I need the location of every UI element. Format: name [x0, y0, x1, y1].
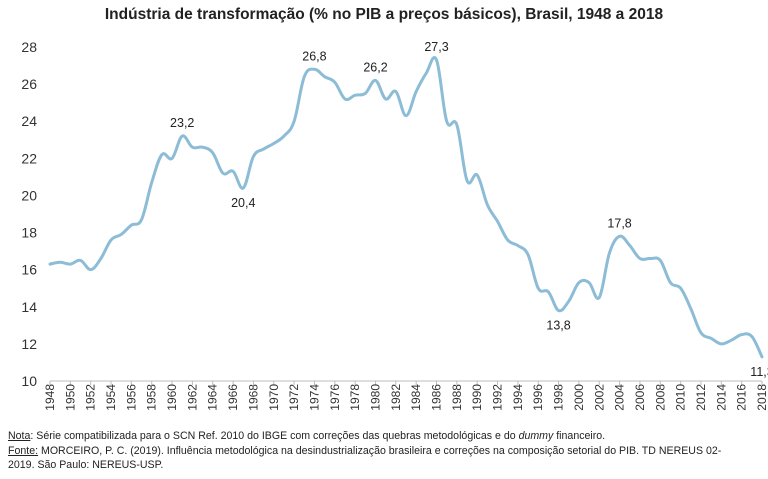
x-tick-label: 1990 — [470, 384, 484, 411]
x-tick-label: 1998 — [552, 384, 566, 411]
data-labels: 23,2 20,4 26,8 26,2 27,3 13,8 17,8 11,3 — [170, 40, 768, 379]
x-tick-label: 1950 — [63, 384, 77, 411]
x-tick-label: 2010 — [674, 384, 688, 411]
data-label: 27,3 — [424, 40, 448, 54]
note-line: Nota: Série compatibilizada para o SCN R… — [8, 429, 760, 444]
y-tick-label: 14 — [21, 299, 37, 315]
data-label: 20,4 — [231, 196, 255, 210]
x-tick-label: 2008 — [653, 384, 667, 411]
x-tick-label: 1982 — [389, 384, 403, 411]
x-tick-label: 2004 — [613, 384, 627, 411]
y-tick-label: 16 — [21, 262, 37, 278]
x-tick-label: 1966 — [226, 384, 240, 411]
x-tick-label: 1984 — [409, 384, 423, 411]
x-tick-label: 1952 — [84, 384, 98, 411]
note-text-2: financeiro. — [553, 430, 606, 442]
note-label: Nota — [8, 430, 31, 442]
x-tick-label: 1988 — [450, 384, 464, 411]
x-tick-label: 1994 — [511, 384, 525, 411]
y-tick-label: 28 — [21, 39, 37, 55]
source-text-2: 2019. São Paulo: NEREUS-USP. — [8, 459, 164, 471]
y-tick-label: 24 — [21, 113, 37, 129]
x-tick-label: 1972 — [287, 384, 301, 411]
line-chart: 10 12 14 16 18 20 22 24 26 28 1948 1950 1952 1954 195… — [21, 39, 768, 411]
series-group — [48, 56, 764, 359]
x-tick-label: 2000 — [572, 384, 586, 411]
data-label: 26,8 — [302, 49, 326, 63]
x-tick-label: 1948 — [43, 384, 57, 411]
source-label: Fonte: — [8, 444, 39, 457]
y-tick-label: 18 — [21, 225, 37, 241]
x-tick-label: 2002 — [592, 384, 606, 411]
series-line — [48, 56, 764, 359]
source-line: Fonte: MORCEIRO, P. C. (2019). Influênci… — [8, 444, 760, 459]
x-tick-label: 2006 — [633, 384, 647, 411]
footnotes: Nota: Série compatibilizada para o SCN R… — [8, 429, 760, 473]
data-label: 11,3 — [750, 365, 768, 379]
data-label: 26,2 — [363, 60, 387, 74]
x-tick-label: 1958 — [145, 384, 159, 411]
x-tick-label: 1954 — [104, 384, 118, 411]
y-tick-label: 22 — [21, 150, 37, 166]
x-tick-label: 1964 — [206, 384, 220, 411]
x-tick-label: 1962 — [185, 384, 199, 411]
chart-title: Indústria de transformação (% no PIB a p… — [104, 6, 664, 23]
data-label: 17,8 — [607, 216, 631, 230]
source-text-1: MORCEIRO, P. C. (2019). Influência metod… — [38, 444, 722, 457]
y-tick-label: 12 — [21, 336, 37, 352]
x-tick-label: 2016 — [735, 384, 749, 411]
data-label: 23,2 — [170, 116, 194, 130]
x-tick-label: 1956 — [124, 384, 138, 411]
x-tick-label: 1996 — [531, 384, 545, 411]
x-tick-label: 1974 — [307, 384, 321, 411]
y-tick-label: 10 — [21, 373, 37, 389]
y-tick-label: 26 — [21, 76, 37, 92]
data-label: 13,8 — [546, 318, 570, 332]
x-tick-label: 1970 — [267, 384, 281, 411]
x-tick-label: 1978 — [348, 384, 362, 411]
x-tick-label: 1986 — [430, 384, 444, 411]
x-axis-ticks: 1948 1950 1952 1954 1956 1958 1960 1962 1964 1966… — [43, 381, 768, 411]
x-tick-label: 1968 — [246, 384, 260, 411]
source-line-2: 2019. São Paulo: NEREUS-USP. — [8, 458, 760, 473]
y-axis-ticks: 10 12 14 16 18 20 22 24 26 28 — [21, 39, 37, 389]
note-text-1: : Série compatibilizada para o SCN Ref. … — [30, 430, 519, 442]
x-tick-label: 2012 — [694, 384, 708, 411]
y-tick-label: 20 — [21, 187, 37, 203]
x-tick-label: 1980 — [368, 384, 382, 411]
x-tick-label: 2014 — [714, 384, 728, 411]
note-italic: dummy — [518, 430, 554, 442]
x-tick-label: 1960 — [165, 384, 179, 411]
x-tick-label: 1992 — [491, 384, 505, 411]
x-tick-label: 2018 — [755, 384, 768, 411]
x-tick-label: 1976 — [328, 384, 342, 411]
